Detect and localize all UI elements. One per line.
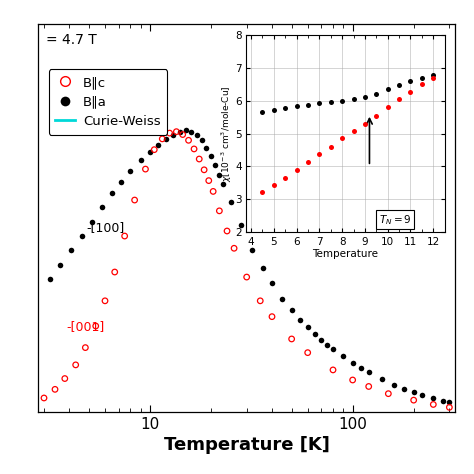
Point [349,359,356,366]
Point [410,396,418,404]
Point [230,245,238,252]
Point [378,375,386,383]
Text: -[001]: -[001] [66,320,105,333]
Point [237,221,245,229]
Point [259,264,266,272]
Point [179,131,186,138]
Point [268,313,276,320]
Point [390,381,398,389]
Point [108,189,116,197]
Point [101,297,109,305]
Point [349,376,356,384]
Point [429,401,437,408]
Point [216,171,223,179]
Point [185,137,192,144]
Legend: B∥c, B∥a, Curie-Weiss: B∥c, B∥a, Curie-Weiss [49,69,167,135]
Point [188,128,195,136]
Point [205,177,212,184]
Point [146,148,154,155]
Point [384,390,392,398]
Point [117,178,125,186]
Point [365,383,373,390]
Point [311,330,319,337]
Point [72,361,80,369]
Point [182,127,190,134]
Point [207,152,215,160]
Point [339,353,347,360]
Point [357,364,365,372]
Point [216,207,223,215]
Point [176,128,183,136]
Point [211,162,219,169]
Point [51,385,59,393]
Point [288,335,295,343]
Point [158,135,166,143]
Point [279,295,286,302]
Point [329,345,337,353]
Point [365,368,373,376]
Point [193,131,201,139]
Point [89,218,96,226]
Point [296,316,304,323]
Point [318,336,325,344]
Point [223,227,231,235]
Point [243,273,250,281]
Point [429,394,437,402]
X-axis label: Temperature [K]: Temperature [K] [164,437,329,455]
Point [78,232,85,240]
Point [256,297,264,305]
Point [304,349,311,356]
Point [162,135,170,143]
Point [150,146,158,154]
Point [46,275,54,283]
Point [127,167,134,175]
Point [201,166,208,173]
Point [439,397,447,405]
Point [121,232,128,240]
Point [40,394,48,402]
Text: = 4.7 T: = 4.7 T [46,34,97,47]
Point [98,203,106,211]
Point [56,261,64,269]
Point [248,246,256,254]
Point [142,165,149,173]
Point [227,199,235,206]
Point [195,155,203,163]
Point [410,388,418,396]
Point [210,188,217,195]
Point [68,246,75,254]
Point [446,399,453,406]
Point [169,131,177,138]
Point [173,128,180,136]
Point [190,145,198,153]
Point [203,144,210,151]
Point [131,196,138,204]
Point [329,366,337,374]
Point [61,375,69,383]
Point [137,157,145,164]
Text: -[100]: -[100] [86,221,124,234]
Point [288,306,295,314]
Point [324,341,331,348]
Point [268,279,276,287]
Point [82,344,89,351]
Point [446,403,453,411]
Point [92,322,100,330]
Point [198,137,206,144]
Point [219,181,227,188]
Point [304,324,311,331]
Point [401,385,408,392]
Point [111,268,118,276]
Point [418,392,426,399]
Point [166,129,173,137]
Point [155,141,162,148]
